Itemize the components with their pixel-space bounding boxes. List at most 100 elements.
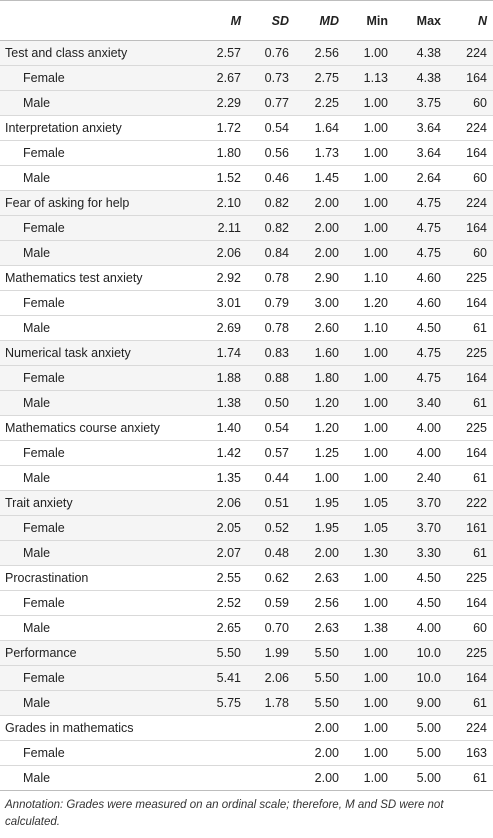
cell-sd: 0.76 bbox=[247, 40, 295, 66]
table-row-subgroup: Male 2.06 0.84 2.00 1.00 4.75 60 bbox=[0, 240, 493, 266]
cell-min: 1.13 bbox=[345, 65, 394, 91]
cell-n: 163 bbox=[447, 740, 493, 766]
cell-sd: 0.77 bbox=[247, 90, 295, 116]
row-label: Male bbox=[0, 615, 205, 641]
cell-min: 1.00 bbox=[345, 190, 394, 216]
cell-md: 2.00 bbox=[295, 715, 345, 741]
cell-max: 4.00 bbox=[394, 440, 447, 466]
row-label: Male bbox=[0, 90, 205, 116]
annotation-note: Annotation: Grades were measured on an o… bbox=[5, 799, 444, 828]
table-row-variable: Procrastination 2.55 0.62 2.63 1.00 4.50 225 bbox=[0, 565, 493, 591]
cell-n: 225 bbox=[447, 265, 493, 291]
cell-sd: 0.70 bbox=[247, 615, 295, 641]
cell-md: 2.60 bbox=[295, 315, 345, 341]
table-row-subgroup: Male 5.75 1.78 5.50 1.00 9.00 61 bbox=[0, 690, 493, 716]
cell-n: 225 bbox=[447, 415, 493, 441]
row-label: Performance bbox=[0, 640, 205, 666]
cell-max: 3.64 bbox=[394, 115, 447, 141]
cell-max: 4.00 bbox=[394, 615, 447, 641]
cell-md: 2.56 bbox=[295, 40, 345, 66]
header-cell-max: Max bbox=[394, 0, 447, 41]
cell-md: 2.00 bbox=[295, 765, 345, 791]
table-row-subgroup: Female 3.01 0.79 3.00 1.20 4.60 164 bbox=[0, 290, 493, 316]
cell-n: 60 bbox=[447, 165, 493, 191]
cell-m: 5.41 bbox=[205, 665, 247, 691]
cell-sd: 0.59 bbox=[247, 590, 295, 616]
cell-max: 4.75 bbox=[394, 190, 447, 216]
cell-m: 1.80 bbox=[205, 140, 247, 166]
header-cell-label bbox=[0, 0, 205, 41]
cell-n: 224 bbox=[447, 40, 493, 66]
row-label: Male bbox=[0, 240, 205, 266]
cell-max: 4.60 bbox=[394, 265, 447, 291]
cell-n: 61 bbox=[447, 465, 493, 491]
row-label: Male bbox=[0, 465, 205, 491]
cell-m: 2.65 bbox=[205, 615, 247, 641]
cell-n: 224 bbox=[447, 115, 493, 141]
cell-sd: 0.57 bbox=[247, 440, 295, 466]
row-label: Test and class anxiety bbox=[0, 40, 205, 66]
cell-min: 1.30 bbox=[345, 540, 394, 566]
cell-min: 1.00 bbox=[345, 415, 394, 441]
cell-max: 4.38 bbox=[394, 40, 447, 66]
cell-sd: 0.83 bbox=[247, 340, 295, 366]
cell-md: 1.95 bbox=[295, 515, 345, 541]
cell-sd: 1.99 bbox=[247, 640, 295, 666]
cell-m bbox=[205, 765, 247, 791]
cell-n: 61 bbox=[447, 765, 493, 791]
cell-min: 1.00 bbox=[345, 365, 394, 391]
cell-m: 1.52 bbox=[205, 165, 247, 191]
cell-min: 1.00 bbox=[345, 340, 394, 366]
cell-sd: 0.88 bbox=[247, 365, 295, 391]
cell-max: 5.00 bbox=[394, 740, 447, 766]
cell-md: 1.20 bbox=[295, 390, 345, 416]
cell-m: 2.11 bbox=[205, 215, 247, 241]
table-row-subgroup: Male 2.65 0.70 2.63 1.38 4.00 60 bbox=[0, 615, 493, 641]
row-label: Mathematics course anxiety bbox=[0, 415, 205, 441]
cell-md: 1.00 bbox=[295, 465, 345, 491]
row-label: Male bbox=[0, 390, 205, 416]
cell-sd bbox=[247, 715, 295, 741]
row-label: Male bbox=[0, 540, 205, 566]
cell-n: 164 bbox=[447, 590, 493, 616]
cell-max: 3.30 bbox=[394, 540, 447, 566]
table-row-subgroup: Female 2.00 1.00 5.00 163 bbox=[0, 740, 493, 766]
cell-md: 1.73 bbox=[295, 140, 345, 166]
cell-max: 3.70 bbox=[394, 490, 447, 516]
row-label: Procrastination bbox=[0, 565, 205, 591]
table-row-subgroup: Male 2.29 0.77 2.25 1.00 3.75 60 bbox=[0, 90, 493, 116]
cell-md: 1.60 bbox=[295, 340, 345, 366]
cell-md: 2.00 bbox=[295, 740, 345, 766]
cell-md: 5.50 bbox=[295, 690, 345, 716]
header-row: M SD MD Min Max N bbox=[0, 0, 493, 41]
table-row-variable: Grades in mathematics 2.00 1.00 5.00 224 bbox=[0, 715, 493, 741]
cell-sd: 0.79 bbox=[247, 290, 295, 316]
table-row-variable: Performance 5.50 1.99 5.50 1.00 10.0 225 bbox=[0, 640, 493, 666]
cell-max: 4.50 bbox=[394, 315, 447, 341]
table-row-variable: Interpretation anxiety 1.72 0.54 1.64 1.00 3.… bbox=[0, 115, 493, 141]
cell-n: 164 bbox=[447, 65, 493, 91]
cell-m: 2.10 bbox=[205, 190, 247, 216]
cell-md: 1.64 bbox=[295, 115, 345, 141]
cell-m: 2.55 bbox=[205, 565, 247, 591]
cell-n: 164 bbox=[447, 440, 493, 466]
cell-m bbox=[205, 740, 247, 766]
header-cell-min: Min bbox=[345, 0, 394, 41]
cell-n: 225 bbox=[447, 640, 493, 666]
row-label: Female bbox=[0, 140, 205, 166]
cell-n: 164 bbox=[447, 290, 493, 316]
cell-min: 1.00 bbox=[345, 740, 394, 766]
cell-n: 224 bbox=[447, 190, 493, 216]
cell-m: 1.74 bbox=[205, 340, 247, 366]
cell-m: 1.38 bbox=[205, 390, 247, 416]
cell-m: 2.57 bbox=[205, 40, 247, 66]
row-label: Numerical task anxiety bbox=[0, 340, 205, 366]
cell-sd: 0.54 bbox=[247, 415, 295, 441]
cell-min: 1.00 bbox=[345, 590, 394, 616]
cell-md: 1.20 bbox=[295, 415, 345, 441]
row-label: Mathematics test anxiety bbox=[0, 265, 205, 291]
cell-max: 4.38 bbox=[394, 65, 447, 91]
cell-min: 1.00 bbox=[345, 115, 394, 141]
header-cell-sd: SD bbox=[247, 0, 295, 41]
